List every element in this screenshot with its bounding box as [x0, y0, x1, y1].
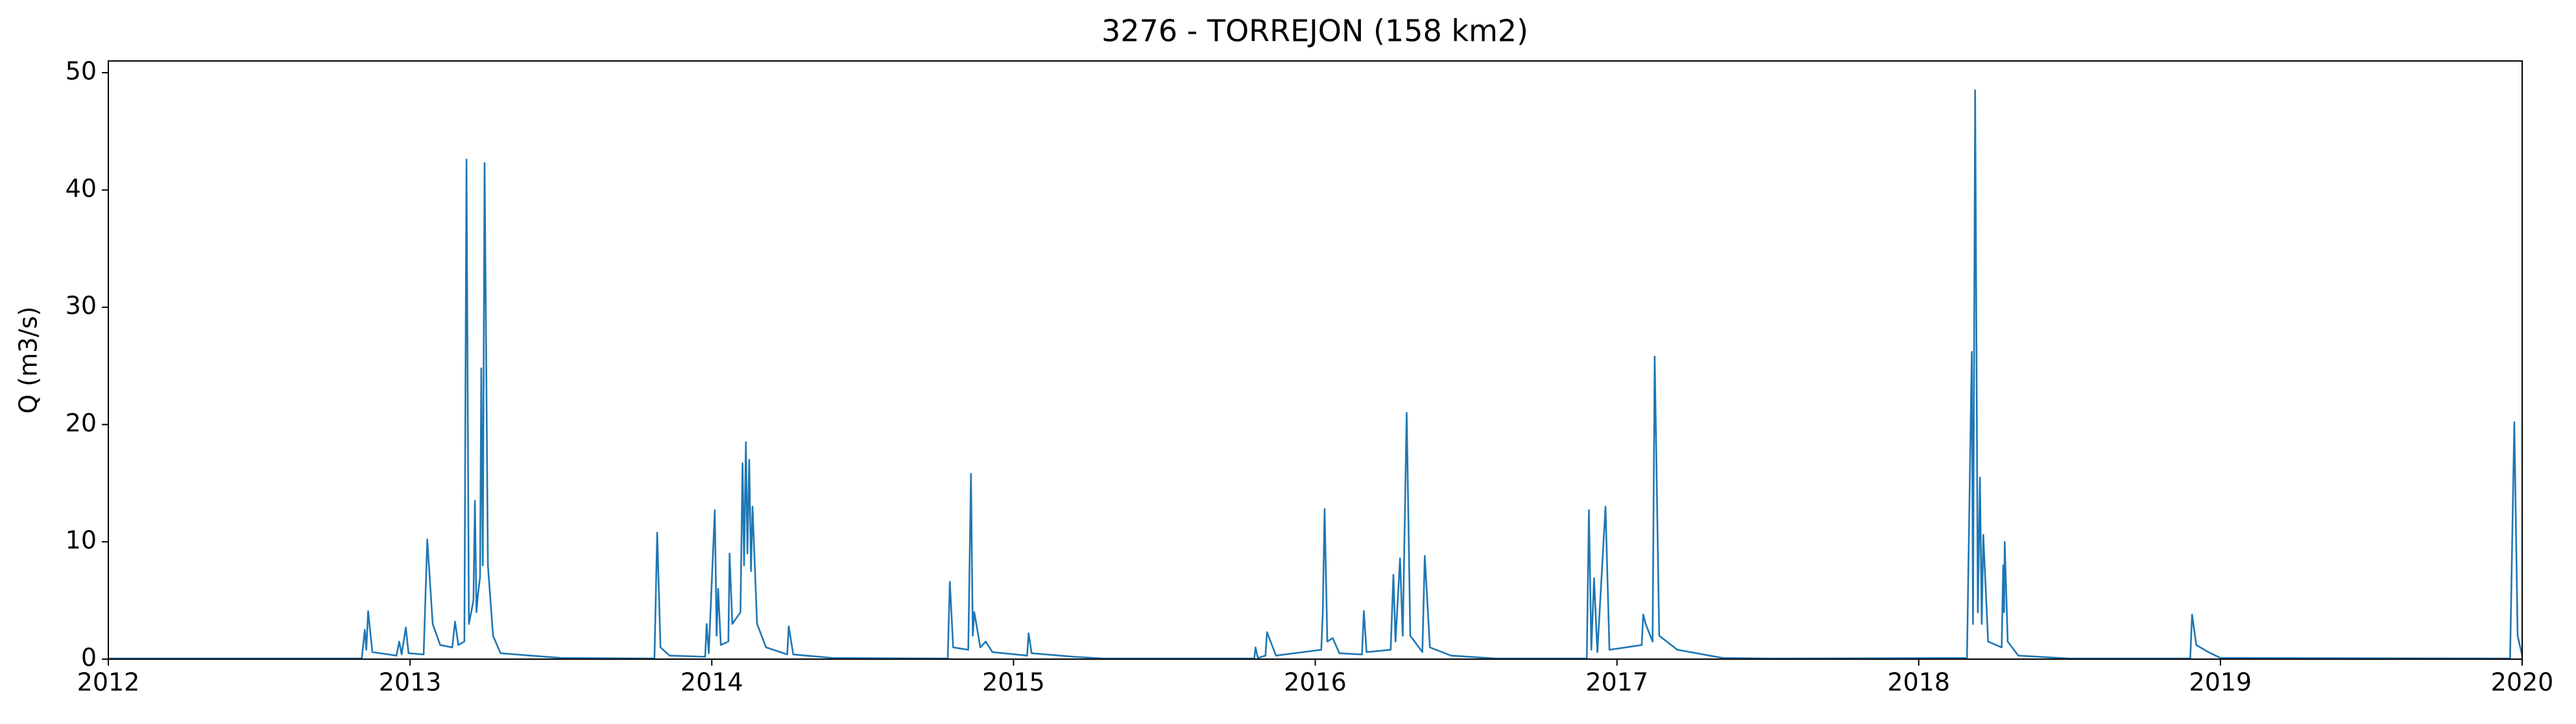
y-tick-label: 0 [81, 644, 97, 672]
y-tick-label: 30 [66, 291, 97, 320]
y-axis-label: Q (m3/s) [14, 306, 43, 413]
plot-frame [108, 60, 2523, 660]
x-tick-label: 2015 [982, 668, 1045, 697]
y-tick-label: 10 [66, 526, 97, 555]
x-tick-label: 2012 [77, 668, 140, 697]
x-tick-label: 2013 [379, 668, 442, 697]
x-tick-label: 2014 [680, 668, 743, 697]
x-tick-label: 2016 [1284, 668, 1347, 697]
x-tick-label: 2019 [2189, 668, 2252, 697]
x-tick-label: 2018 [1887, 668, 1950, 697]
x-tick-label: 2017 [1585, 668, 1648, 697]
y-tick-label: 20 [66, 409, 97, 437]
y-tick-label: 50 [66, 57, 97, 86]
data-line [108, 89, 2523, 660]
chart-title: 3276 - TORREJON (158 km2) [1101, 14, 1528, 49]
y-tick-label: 40 [66, 174, 97, 202]
x-tick-label: 2020 [2491, 668, 2554, 697]
